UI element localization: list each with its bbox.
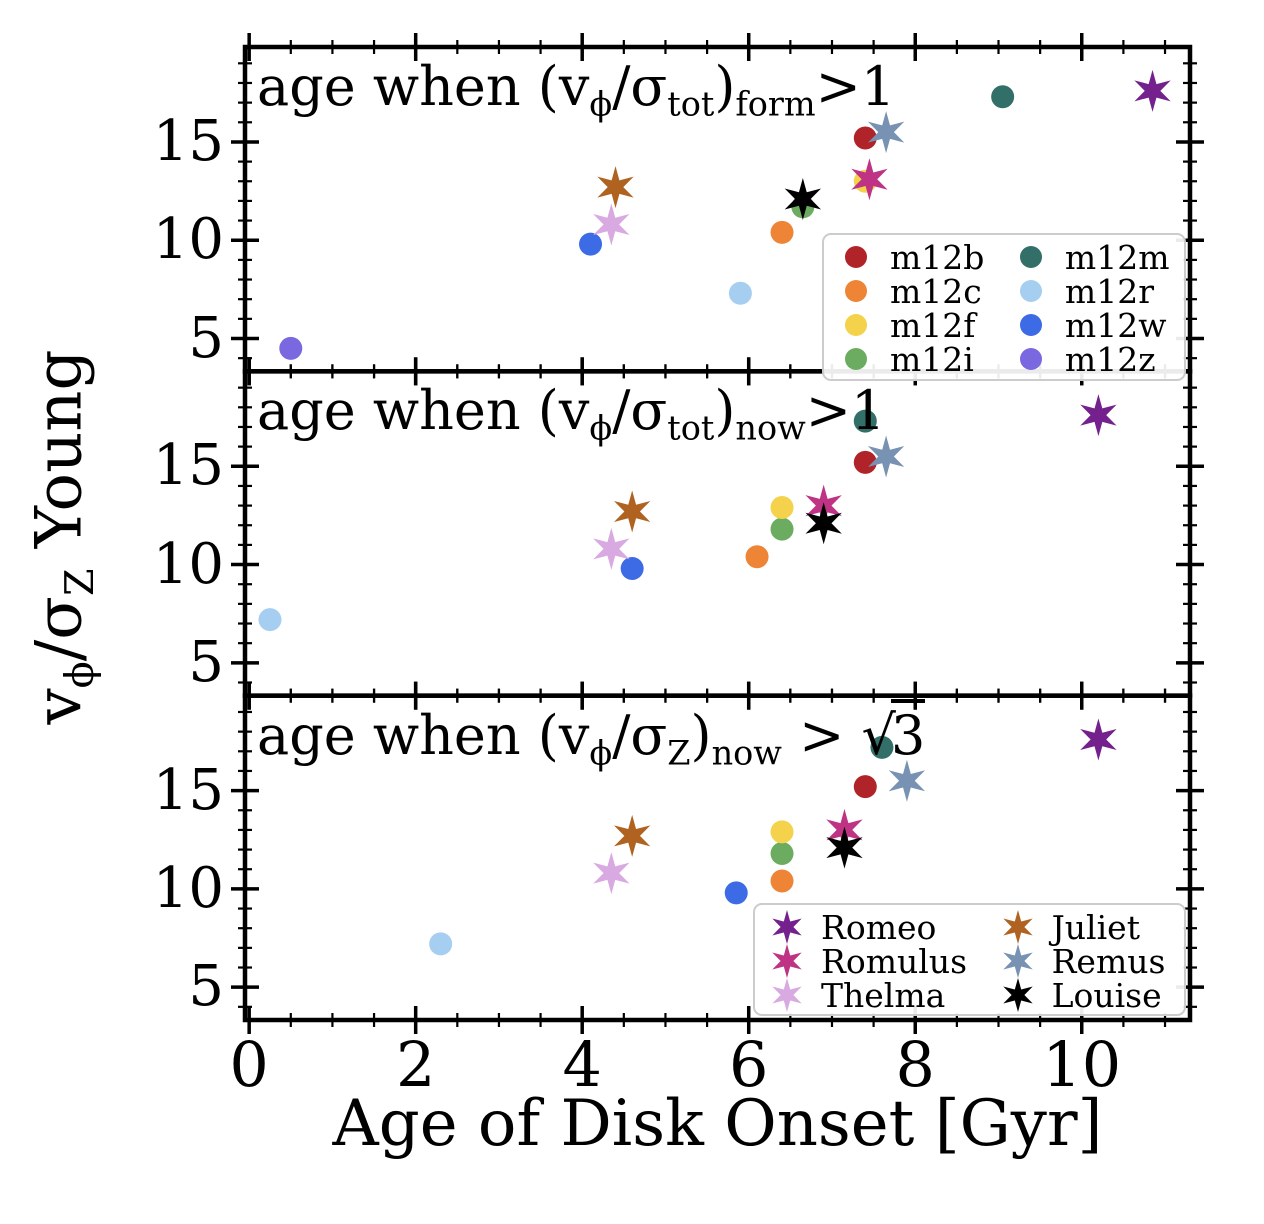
marker-Louise [805,502,842,545]
marker-m12f [770,496,794,520]
marker-m12m [870,735,894,759]
marker-m12c [745,545,769,569]
marker-m12c [770,869,794,893]
marker-Romeo [1080,394,1117,437]
marker-Juliet [597,166,634,209]
marker-Thelma [593,203,630,246]
marker-m12w [724,881,748,905]
marker-m12w [620,556,644,580]
marker-m12m [853,409,877,433]
panel-3-frame [242,693,1193,1023]
marker-Romeo [1080,718,1117,761]
marker-Remus [888,759,926,802]
panel-2-frame [242,369,1193,698]
marker-Remus [867,111,905,154]
marker-m12b [853,450,877,474]
marker-m12i [770,517,794,541]
marker-m12r [258,608,282,632]
panel-1-frame [242,44,1193,374]
marker-m12b [853,775,877,799]
marker-m12i [770,842,794,866]
marker-Juliet [613,490,651,533]
marker-m12m [991,85,1015,109]
marker-Romeo [1134,69,1171,112]
marker-Juliet [613,814,651,857]
marker-m12c [770,220,794,244]
marker-Remus [867,435,905,478]
marker-Thelma [593,527,630,570]
marker-m12r [728,281,752,305]
marker-m12r [429,932,453,956]
marker-Romulus [851,158,888,201]
marker-Thelma [593,852,630,895]
marker-Louise [784,177,822,220]
marker-m12z [279,336,303,360]
marker-m12b [853,126,877,150]
marker-Louise [826,826,863,869]
marker-m12f [770,820,794,844]
marker-m12w [579,232,603,256]
